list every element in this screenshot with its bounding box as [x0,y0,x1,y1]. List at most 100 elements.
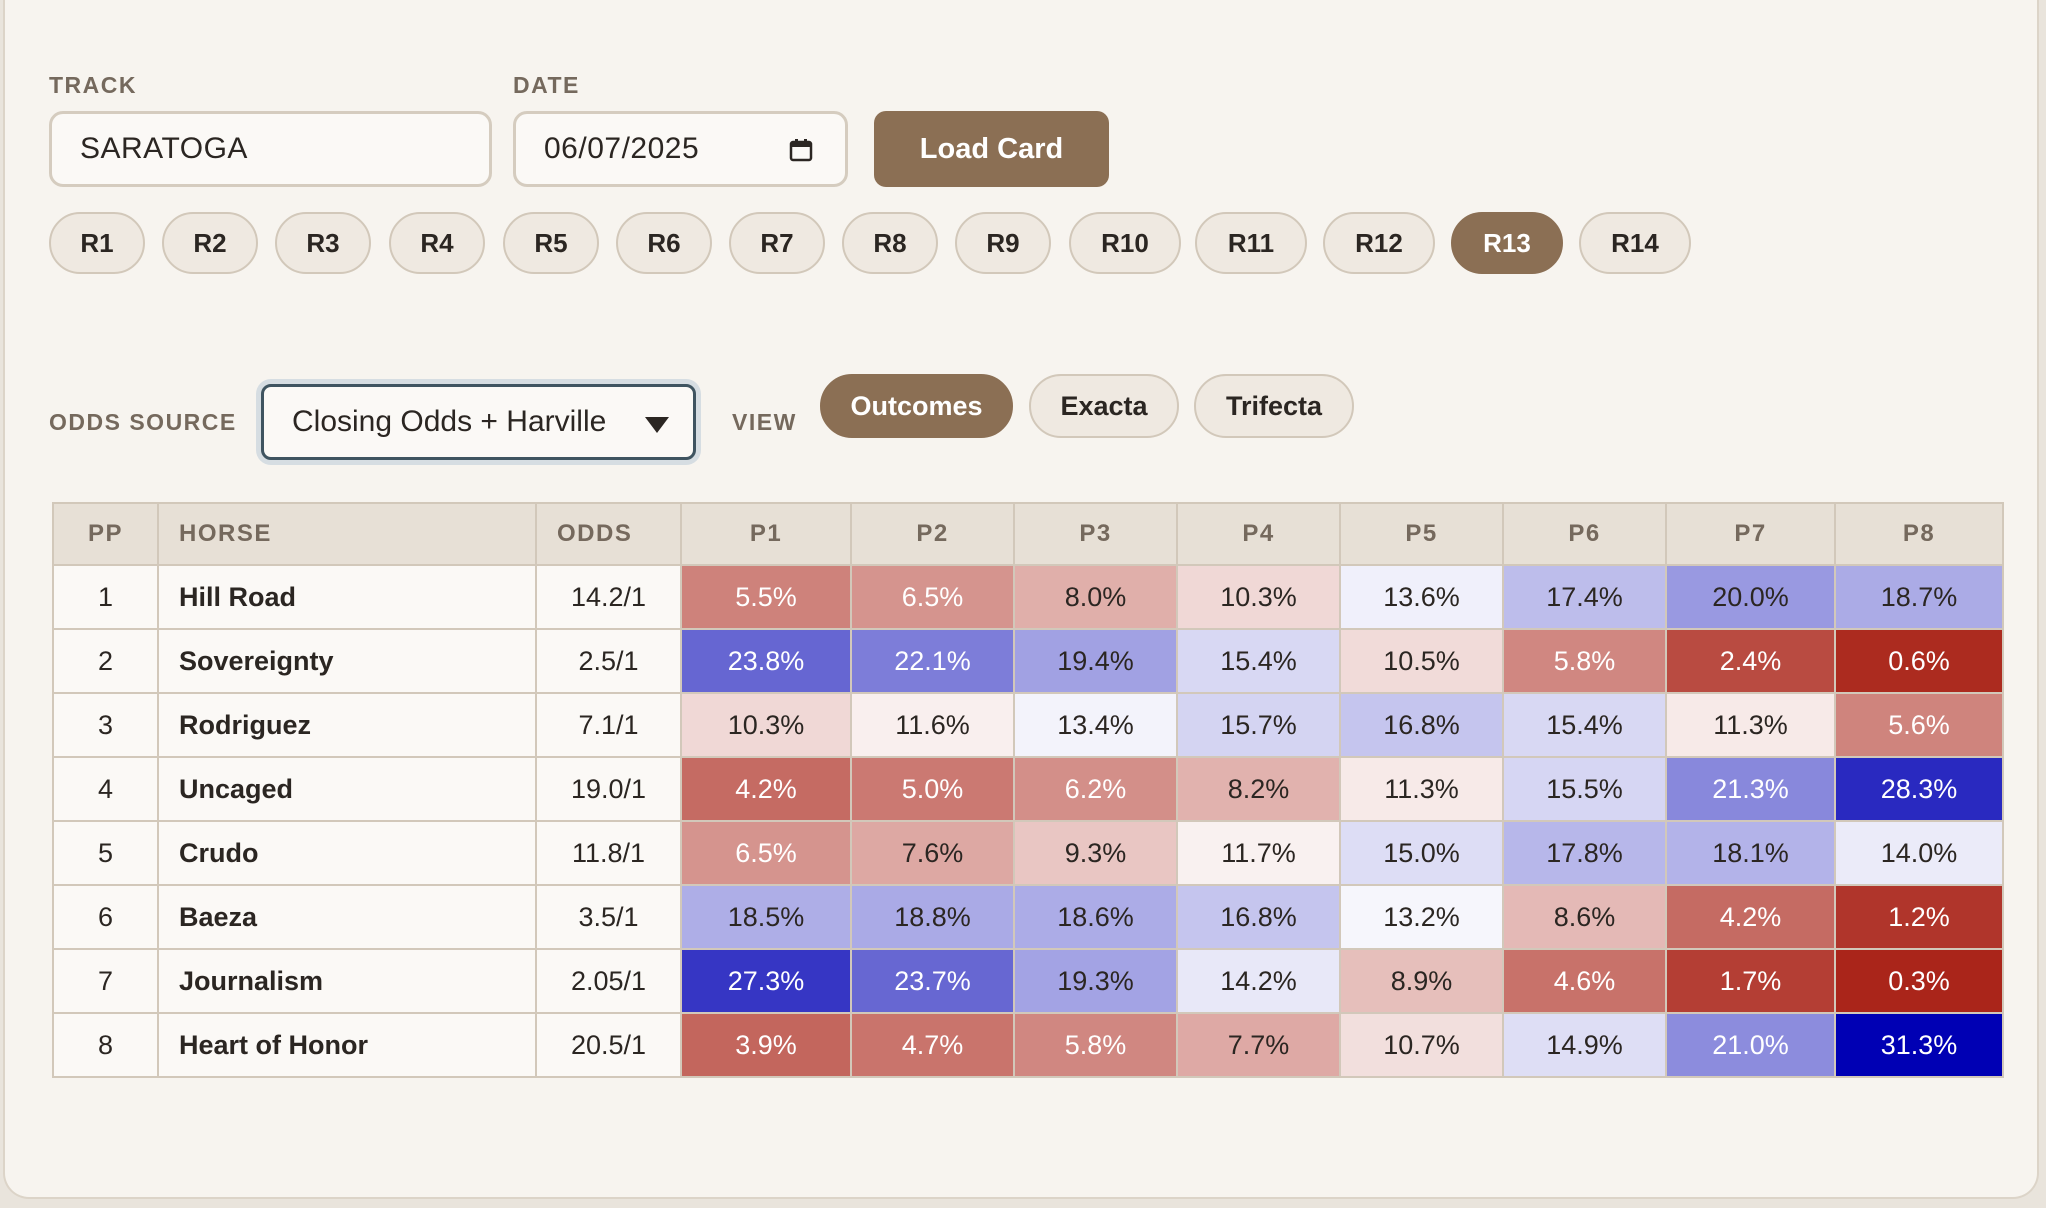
table-row: 5 Crudo 11.8/1 6.5% 7.6% 9.3% 11.7% 15.0% 17.8% 1… [52,820,2004,886]
race-tab-r14[interactable]: R14 [1579,212,1691,274]
column-header-p2: P2 [850,502,1015,566]
finish-probability-cell: 20.0% [1665,564,1836,630]
odds-cell: 2.05/1 [535,948,682,1014]
finish-probability-cell: 9.3% [1013,820,1178,886]
race-tab-r1[interactable]: R1 [49,212,145,274]
finish-probability-cell: 16.8% [1339,692,1504,758]
load-card-button[interactable]: Load Card [874,111,1109,187]
odds-source-select[interactable]: Closing Odds + Harville [261,384,696,460]
finish-probability-cell: 7.6% [850,820,1015,886]
calendar-icon[interactable] [789,138,813,162]
finish-probability-cell: 8.9% [1339,948,1504,1014]
finish-probability-cell: 6.5% [680,820,852,886]
finish-probability-cell: 10.5% [1339,628,1504,694]
table-row: 2 Sovereignty 2.5/1 23.8% 22.1% 19.4% 15.4% 10.… [52,628,2004,694]
race-tab-r13[interactable]: R13 [1451,212,1563,274]
race-tab-r2[interactable]: R2 [162,212,258,274]
finish-probability-cell: 19.3% [1013,948,1178,1014]
finish-probability-cell: 10.3% [1176,564,1341,630]
date-input[interactable]: 06/07/2025 [513,111,848,187]
column-header-odds: ODDS [535,502,682,566]
odds-cell: 2.5/1 [535,628,682,694]
finish-probability-cell: 1.7% [1665,948,1836,1014]
column-header-pp: PP [52,502,159,566]
finish-probability-cell: 8.6% [1502,884,1667,950]
view-tab-outcomes[interactable]: Outcomes [820,374,1013,438]
column-header-p1: P1 [680,502,852,566]
post-position-cell: 4 [52,756,159,822]
finish-probability-cell: 18.5% [680,884,852,950]
horse-name-cell: Hill Road [157,564,537,630]
finish-probability-cell: 4.2% [680,756,852,822]
column-header-p8: P8 [1834,502,2004,566]
race-tab-r11[interactable]: R11 [1195,212,1307,274]
post-position-cell: 6 [52,884,159,950]
finish-probability-cell: 1.2% [1834,884,2004,950]
race-tab-r12[interactable]: R12 [1323,212,1435,274]
track-label: TRACK [49,72,137,98]
finish-probability-cell: 17.4% [1502,564,1667,630]
column-header-p4: P4 [1176,502,1341,566]
finish-probability-cell: 5.8% [1502,628,1667,694]
finish-probability-cell: 11.3% [1339,756,1504,822]
race-panel: TRACK SARATOGA DATE 06/07/2025 Load Card… [3,0,2039,1199]
view-tab-trifecta[interactable]: Trifecta [1194,374,1354,438]
column-header-p3: P3 [1013,502,1178,566]
post-position-cell: 2 [52,628,159,694]
finish-probability-cell: 13.2% [1339,884,1504,950]
finish-probability-cell: 5.6% [1834,692,2004,758]
column-header-p7: P7 [1665,502,1836,566]
chevron-down-icon [645,417,669,433]
odds-cell: 14.2/1 [535,564,682,630]
race-tab-r7[interactable]: R7 [729,212,825,274]
outcomes-table: PP HORSE ODDS P1 P2 P3 P4 P5 P6 P7 P8 1 Hill Road 14… [52,502,2004,1078]
finish-probability-cell: 15.7% [1176,692,1341,758]
finish-probability-cell: 0.6% [1834,628,2004,694]
odds-cell: 20.5/1 [535,1012,682,1078]
finish-probability-cell: 14.9% [1502,1012,1667,1078]
finish-probability-cell: 13.6% [1339,564,1504,630]
finish-probability-cell: 5.8% [1013,1012,1178,1078]
finish-probability-cell: 27.3% [680,948,852,1014]
finish-probability-cell: 11.7% [1176,820,1341,886]
column-header-p6: P6 [1502,502,1667,566]
finish-probability-cell: 28.3% [1834,756,2004,822]
horse-name-cell: Crudo [157,820,537,886]
race-tab-r8[interactable]: R8 [842,212,938,274]
table-row: 8 Heart of Honor 20.5/1 3.9% 4.7% 5.8% 7.7% 10.… [52,1012,2004,1078]
finish-probability-cell: 7.7% [1176,1012,1341,1078]
finish-probability-cell: 10.3% [680,692,852,758]
odds-cell: 7.1/1 [535,692,682,758]
finish-probability-cell: 5.5% [680,564,852,630]
odds-cell: 3.5/1 [535,884,682,950]
odds-cell: 19.0/1 [535,756,682,822]
finish-probability-cell: 4.2% [1665,884,1836,950]
finish-probability-cell: 14.0% [1834,820,2004,886]
track-input[interactable]: SARATOGA [49,111,492,187]
view-label: VIEW [732,409,797,435]
finish-probability-cell: 11.3% [1665,692,1836,758]
table-row: 6 Baeza 3.5/1 18.5% 18.8% 18.6% 16.8% 13.2% 8.6%… [52,884,2004,950]
horse-name-cell: Baeza [157,884,537,950]
race-tab-r6[interactable]: R6 [616,212,712,274]
finish-probability-cell: 21.0% [1665,1012,1836,1078]
table-header-row: PP HORSE ODDS P1 P2 P3 P4 P5 P6 P7 P8 [52,502,2004,566]
post-position-cell: 8 [52,1012,159,1078]
finish-probability-cell: 3.9% [680,1012,852,1078]
horse-name-cell: Journalism [157,948,537,1014]
race-tab-r5[interactable]: R5 [503,212,599,274]
view-tab-exacta[interactable]: Exacta [1029,374,1179,438]
finish-probability-cell: 15.0% [1339,820,1504,886]
race-tab-r9[interactable]: R9 [955,212,1051,274]
finish-probability-cell: 11.6% [850,692,1015,758]
finish-probability-cell: 15.5% [1502,756,1667,822]
race-tab-r3[interactable]: R3 [275,212,371,274]
race-tab-r4[interactable]: R4 [389,212,485,274]
finish-probability-cell: 18.8% [850,884,1015,950]
post-position-cell: 7 [52,948,159,1014]
race-tab-r10[interactable]: R10 [1069,212,1181,274]
finish-probability-cell: 2.4% [1665,628,1836,694]
table-row: 3 Rodriguez 7.1/1 10.3% 11.6% 13.4% 15.7% 16.8%… [52,692,2004,758]
finish-probability-cell: 17.8% [1502,820,1667,886]
table-row: 7 Journalism 2.05/1 27.3% 23.7% 19.3% 14.2% 8.9… [52,948,2004,1014]
